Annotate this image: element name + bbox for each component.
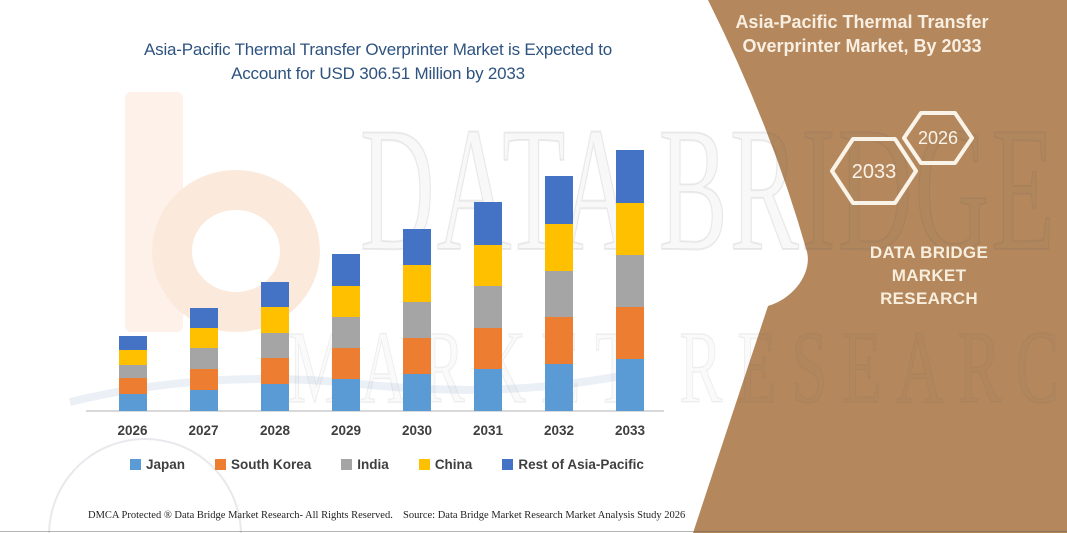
segment-japan-2029 [332, 379, 360, 411]
segment-japan-2032 [545, 363, 573, 411]
chart-title-line2: Account for USD 306.51 Million by 2033 [231, 64, 525, 83]
segment-china-2028 [261, 307, 289, 333]
hexagon-2033 [830, 137, 918, 205]
segment-rest-of-asia-pacific-2032 [545, 175, 573, 224]
bar-2033 [616, 150, 644, 411]
bottom-divider [0, 531, 1067, 532]
segment-rest-of-asia-pacific-2031 [474, 202, 502, 245]
segment-japan-2031 [474, 368, 502, 411]
legend-label: South Korea [231, 457, 312, 472]
panel-heading: Asia-Pacific Thermal Transfer Overprinte… [727, 10, 997, 58]
x-label-2032: 2032 [543, 423, 575, 438]
legend-item-south-korea: South Korea [215, 457, 311, 472]
legend-item-china: China [418, 457, 473, 472]
segment-south-korea-2033 [616, 307, 644, 359]
segment-rest-of-asia-pacific-2030 [403, 229, 431, 266]
segment-rest-of-asia-pacific-2028 [261, 281, 289, 308]
x-label-2027: 2027 [188, 423, 219, 438]
legend-item-japan: Japan [130, 457, 185, 472]
segment-china-2030 [403, 265, 431, 302]
legend-swatch-icon [341, 459, 353, 470]
bar-2028 [261, 281, 289, 411]
bar-2027 [189, 307, 218, 411]
brand-name-line2: RESEARCH [880, 289, 978, 308]
segment-india-2030 [403, 301, 431, 338]
legend-label: Rest of Asia-Pacific [518, 457, 644, 472]
legend: Japan South Korea India China Rest of Asia-P… [130, 457, 644, 472]
segment-south-korea-2028 [261, 358, 289, 385]
segment-japan-2026 [118, 394, 147, 411]
x-label-2030: 2030 [401, 423, 433, 438]
brand-name: DATA BRIDGE MARKET RESEARCH [838, 241, 1020, 310]
hexagon-2033-label: 2033 [852, 161, 897, 183]
brand-name-line1: DATA BRIDGE MARKET [869, 243, 989, 285]
x-label-2028: 2028 [259, 423, 291, 438]
legend-item-rest-of-asia-pacific: Rest of Asia-Pacific [502, 457, 644, 472]
footer-source: Source: Data Bridge Market Research Mark… [403, 510, 686, 521]
legend-swatch-icon [215, 459, 227, 470]
x-label-2029: 2029 [330, 423, 362, 438]
legend-swatch-icon [502, 459, 514, 470]
segment-rest-of-asia-pacific-2033 [616, 150, 644, 203]
panel-heading-line2: Overprinter Market, By 2033 [742, 36, 982, 56]
segment-japan-2033 [616, 358, 644, 411]
segment-south-korea-2030 [403, 337, 431, 374]
legend-label: China [434, 457, 473, 472]
segment-south-korea-2026 [118, 378, 147, 395]
year-hexagons: 2033 2026 [830, 111, 974, 205]
segment-india-2028 [261, 332, 289, 359]
segment-india-2033 [616, 254, 644, 308]
segment-india-2027 [189, 348, 218, 369]
legend-item-india: India [341, 457, 389, 472]
x-label-2026: 2026 [117, 423, 148, 438]
segment-india-2029 [332, 316, 360, 349]
segment-china-2031 [474, 244, 502, 286]
segment-rest-of-asia-pacific-2027 [189, 307, 218, 329]
chart-title: Asia-Pacific Thermal Transfer Overprinte… [88, 38, 668, 86]
segment-south-korea-2032 [545, 317, 573, 364]
segment-china-2029 [332, 285, 360, 317]
legend-label: India [357, 457, 389, 472]
legend-swatch-icon [418, 459, 430, 470]
segment-india-2032 [545, 270, 573, 318]
panel-heading-line1: Asia-Pacific Thermal Transfer [735, 12, 989, 32]
chart-title-line1: Asia-Pacific Thermal Transfer Overprinte… [144, 40, 612, 59]
hexagon-2026 [902, 111, 974, 165]
legend-label: Japan [146, 457, 186, 472]
segment-rest-of-asia-pacific-2029 [332, 254, 360, 286]
x-axis-line [86, 410, 664, 412]
legend-swatch-icon [130, 459, 141, 470]
x-label-2033: 2033 [614, 423, 646, 438]
bar-2032 [545, 175, 573, 411]
x-label-2031: 2031 [472, 423, 504, 438]
segment-india-2031 [474, 285, 502, 328]
segment-india-2026 [118, 365, 147, 379]
bar-2030 [403, 229, 431, 411]
segment-china-2026 [118, 350, 147, 366]
segment-japan-2030 [403, 374, 431, 411]
bar-2029 [332, 254, 360, 411]
segment-japan-2028 [261, 384, 289, 411]
segment-rest-of-asia-pacific-2026 [118, 335, 147, 351]
segment-south-korea-2029 [332, 348, 360, 380]
bar-2031 [474, 202, 502, 411]
segment-japan-2027 [189, 389, 218, 411]
footer-dmca: DMCA Protected ® Data Bridge Market Rese… [88, 510, 393, 521]
segment-china-2033 [616, 202, 644, 255]
segment-south-korea-2031 [474, 327, 502, 369]
hexagon-2026-label: 2026 [918, 128, 958, 148]
bar-2026 [118, 335, 147, 411]
segment-south-korea-2027 [189, 368, 218, 390]
segment-china-2027 [189, 328, 218, 349]
segment-china-2032 [545, 223, 573, 271]
